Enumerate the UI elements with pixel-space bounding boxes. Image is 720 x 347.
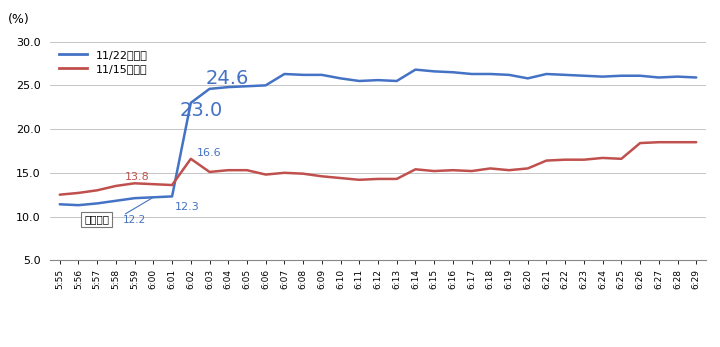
- Text: (%): (%): [8, 13, 30, 26]
- Text: 12.2: 12.2: [122, 215, 145, 225]
- Text: 24.6: 24.6: [206, 69, 249, 88]
- Text: 13.8: 13.8: [125, 172, 150, 182]
- Legend: 11/22稼働計, 11/15稼働計: 11/22稼働計, 11/15稼働計: [59, 49, 148, 74]
- Text: 12.3: 12.3: [175, 202, 199, 212]
- Text: 23.0: 23.0: [179, 101, 222, 120]
- Text: 地震発生: 地震発生: [84, 215, 109, 225]
- Text: 16.6: 16.6: [197, 148, 221, 158]
